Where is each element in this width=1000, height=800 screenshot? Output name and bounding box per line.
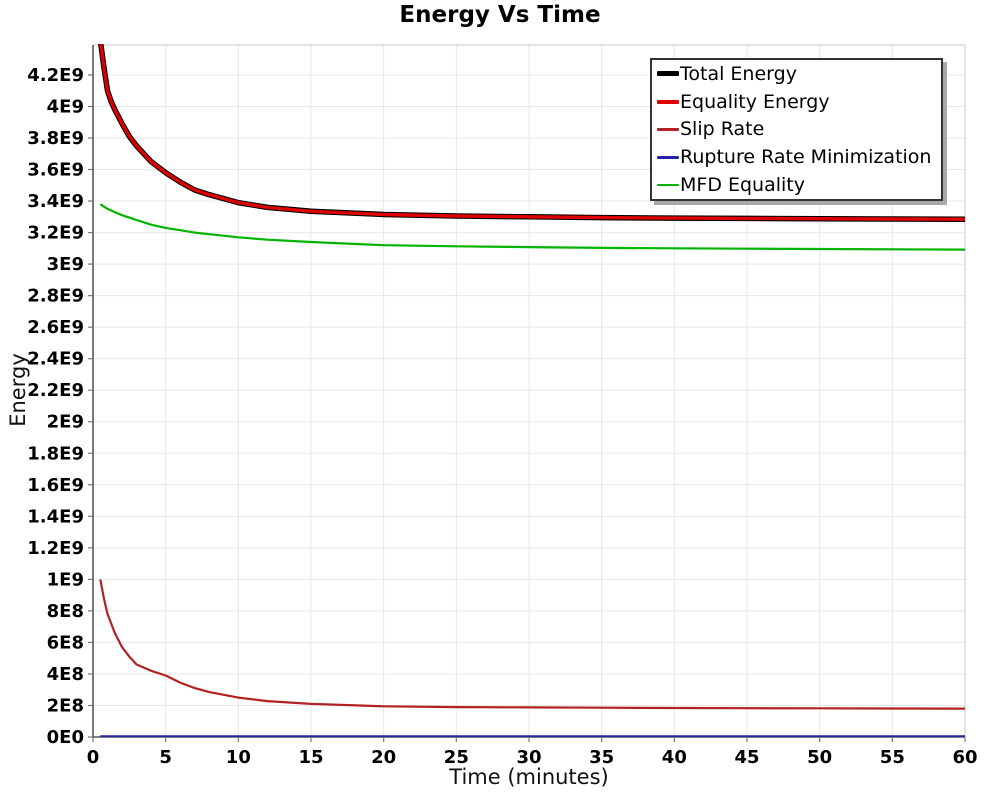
x-tick-label: 60 (952, 747, 977, 768)
legend-item: Slip Rate (657, 118, 941, 140)
y-tick-label: 2.6E9 (27, 317, 84, 338)
y-tick-label: 1.4E9 (27, 506, 84, 527)
x-tick-label: 40 (662, 747, 687, 768)
chart-title: Energy Vs Time (399, 2, 601, 28)
legend-item: Equality Energy (657, 91, 941, 113)
legend-swatch (657, 99, 679, 104)
legend-item-label: MFD Equality (680, 174, 805, 197)
y-tick-label: 8E8 (47, 601, 84, 622)
line-equality-energy (99, 44, 965, 221)
y-tick-label: 2.2E9 (27, 380, 84, 401)
legend-item-label: Slip Rate (680, 118, 765, 141)
legend-item: Total Energy (657, 63, 941, 85)
legend-item-label: Equality Energy (680, 90, 830, 113)
x-tick-label: 55 (880, 747, 905, 768)
legend-item-label: Total Energy (680, 62, 797, 85)
legend-swatch (657, 71, 679, 77)
legend: Total Energy Equality Energy Slip Rate Rupt… (650, 58, 943, 201)
y-tick-label: 6E8 (47, 632, 84, 653)
line-mfd-equality (99, 203, 965, 251)
series-lines (98, 44, 965, 737)
legend-swatch (657, 128, 679, 131)
legend-swatch (657, 183, 679, 187)
x-axis-label: Time (minutes) (449, 765, 609, 789)
y-tick-label: 4E9 (47, 96, 84, 117)
y-tick-label: 3.4E9 (27, 191, 84, 212)
y-tick-label: 2.4E9 (27, 349, 84, 370)
y-tick-label: 2E8 (47, 695, 84, 716)
y-tick-label: 3.2E9 (27, 223, 84, 244)
legend-item-label: Rupture Rate Minimization (680, 146, 932, 169)
y-tick-label: 3E9 (47, 254, 84, 275)
x-tick-label: 50 (807, 747, 832, 768)
x-tick-label: 30 (516, 747, 541, 768)
y-tick-label: 4E8 (47, 664, 84, 685)
x-tick-label: 45 (734, 747, 759, 768)
y-tick-label: 2E9 (47, 412, 84, 433)
x-tick-label: 35 (589, 747, 614, 768)
y-axis-label: Energy (6, 353, 30, 427)
y-tick-label: 3.8E9 (27, 128, 84, 149)
legend-item: Rupture Rate Minimization (657, 146, 941, 168)
x-tick-label: 5 (159, 747, 172, 768)
x-tick-label: 20 (371, 747, 396, 768)
x-tick-label: 0 (87, 747, 100, 768)
legend-item: MFD Equality (657, 174, 941, 196)
line-slip-rate (99, 579, 965, 710)
y-tick-label: 2.8E9 (27, 286, 84, 307)
y-tick-label: 1.6E9 (27, 475, 84, 496)
x-tick-label: 25 (444, 747, 469, 768)
legend-swatch (657, 156, 679, 159)
tick-labels: 0E0 2E8 4E8 6E8 8E8 1E9 1.2E9 1.4E9 1.6E9 1.8E9 2E… (27, 65, 977, 768)
y-tick-label: 4.2E9 (27, 65, 84, 86)
tick-marks (88, 74, 966, 742)
y-tick-label: 0E0 (47, 727, 84, 748)
y-tick-label: 1E9 (47, 569, 84, 590)
y-tick-label: 1.2E9 (27, 538, 84, 559)
y-tick-label: 1.8E9 (27, 443, 84, 464)
x-tick-label: 15 (298, 747, 323, 768)
y-tick-label: 3.6E9 (27, 160, 84, 181)
x-tick-label: 10 (226, 747, 251, 768)
